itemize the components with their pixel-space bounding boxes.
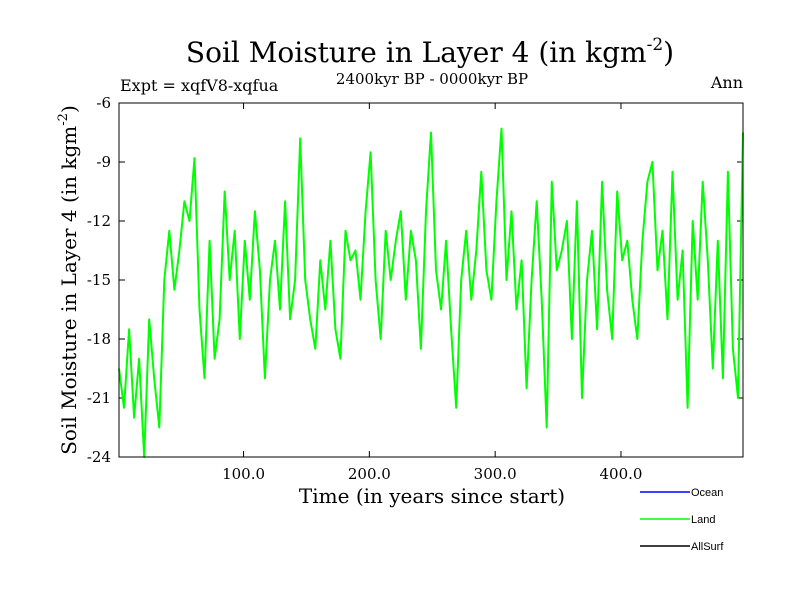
legend-label-ocean: Ocean [691,487,723,499]
y-tick-label: -18 [87,330,111,348]
chart-subtitle: 2400kyr BP - 0000kyr BP [336,70,528,88]
x-tick-label: 300.0 [474,465,517,483]
x-tick-label: 400.0 [599,465,642,483]
x-tick-label: 200.0 [348,465,391,483]
legend-label-land: Land [691,514,715,526]
y-axis-label: Soil Moisture in Layer 4 (in kgm-2) [56,105,81,455]
legend: Ocean Land AllSurf [640,487,724,553]
y-tick-label: -9 [96,153,111,171]
axis-ticks: -6 -9 -12 -15 -18 -21 -24 100.0 200.0 300.0 400.0 [87,94,743,483]
y-tick-label: -21 [87,389,111,407]
season-label: Ann [710,73,743,92]
y-tick-label: -24 [87,448,111,466]
plot-area [118,102,744,458]
legend-label-allsurf: AllSurf [691,541,724,553]
chart-title: Soil Moisture in Layer 4 (in kgm-2) [186,35,674,69]
x-axis-label: Time (in years since start) [299,484,565,508]
y-tick-label: -15 [87,271,111,289]
expt-label: Expt = xqfV8-xqfua [120,76,279,95]
x-tick-label: 100.0 [222,465,265,483]
y-tick-label: -12 [87,212,111,230]
y-tick-label: -6 [96,94,111,112]
series-line-land [118,127,744,458]
